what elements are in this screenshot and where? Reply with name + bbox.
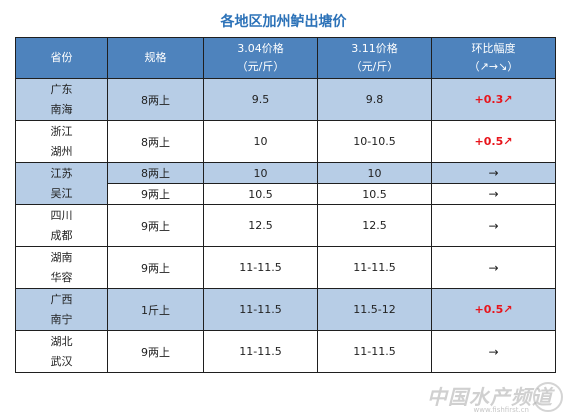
header-price-0311-unit: （元/斤）	[350, 60, 399, 73]
spec-cell: 9两上	[107, 330, 204, 373]
spec-cell: 9两上	[107, 183, 204, 205]
price-0311-cell: 9.8	[317, 78, 432, 121]
change-cell: +0.3↗	[431, 78, 556, 121]
price-0311-cell: 11.5-12	[317, 288, 432, 331]
city: 武汉	[50, 354, 73, 368]
region-cell: 广东 南海	[15, 78, 108, 121]
region-cell: 湖南 华容	[15, 246, 108, 289]
header-price-0304: 3.04价格 （元/斤）	[203, 37, 318, 79]
price-0304-cell: 10.5	[203, 183, 318, 205]
spec-cell: 8两上	[107, 78, 204, 121]
table-row: 9两上 10.5 10.5 →	[16, 183, 556, 205]
spec-cell: 9两上	[107, 204, 204, 247]
province: 湖北	[50, 334, 73, 348]
region-cell: 浙江 湖州	[15, 120, 108, 163]
spec-cell: 8两上	[107, 162, 204, 184]
header-spec: 规格	[107, 37, 204, 79]
province: 江苏	[50, 166, 73, 180]
header-price-0311: 3.11价格 （元/斤）	[317, 37, 432, 79]
spec-cell: 8两上	[107, 120, 204, 163]
region-cell: 四川 成都	[15, 204, 108, 247]
region-cell: 广西 南宁	[15, 288, 108, 331]
change-cell: →	[431, 162, 556, 184]
table-header-row: 省份 规格 3.04价格 （元/斤） 3.11价格 （元/斤） 环比幅度 （↗→…	[15, 37, 556, 79]
province: 四川	[50, 208, 73, 222]
price-0311-cell: 11-11.5	[317, 330, 432, 373]
change-cell: →	[431, 246, 556, 289]
province: 浙江	[50, 124, 73, 138]
watermark-url: www.fishfirst.cn	[473, 406, 529, 414]
header-price-0304-line1: 3.04价格	[237, 42, 284, 55]
price-0311-cell: 10	[317, 162, 432, 184]
city: 南海	[50, 102, 73, 116]
city: 南宁	[50, 312, 73, 326]
province: 湖南	[50, 250, 73, 264]
price-0311-cell: 11-11.5	[317, 246, 432, 289]
change-cell: +0.5↗	[431, 120, 556, 163]
price-0311-cell: 10-10.5	[317, 120, 432, 163]
price-0304-cell: 9.5	[203, 78, 318, 121]
header-price-0304-unit: （元/斤）	[236, 60, 285, 73]
city: 湖州	[50, 144, 73, 158]
header-change-line1: 环比幅度	[471, 42, 516, 55]
table-row: 浙江湖州 8两上 10 10-10.5 +0.5↗	[15, 120, 556, 163]
province: 广东	[50, 82, 73, 96]
province: 广西	[50, 292, 73, 306]
watermark-logo: 中国水产频道	[427, 385, 553, 409]
change-cell: →	[431, 183, 556, 205]
table-title: 各地区加州鲈出塘价	[220, 14, 347, 30]
price-0304-cell: 11-11.5	[203, 330, 318, 373]
price-0311-cell: 12.5	[317, 204, 432, 247]
header-region: 省份	[15, 37, 108, 79]
change-cell: →	[431, 204, 556, 247]
header-price-0311-line1: 3.11价格	[351, 42, 398, 55]
spec-cell: 1斤上	[107, 288, 204, 331]
price-0304-cell: 11-11.5	[203, 246, 318, 289]
table-row: 江苏吴江 8两上 10 10 →	[15, 162, 556, 205]
table-row: 广西南宁 1斤上 11-11.5 11.5-12 +0.5↗	[15, 288, 556, 331]
price-0304-cell: 10	[203, 162, 318, 184]
table-row: 四川成都 9两上 12.5 12.5 →	[15, 204, 556, 247]
change-cell: +0.5↗	[431, 288, 556, 331]
city: 成都	[50, 228, 73, 242]
price-0304-cell: 12.5	[203, 204, 318, 247]
price-0311-cell: 10.5	[317, 183, 432, 205]
globe-icon	[533, 382, 563, 412]
region-cell: 湖北 武汉	[15, 330, 108, 373]
price-table: 省份 规格 3.04价格 （元/斤） 3.11价格 （元/斤） 环比幅度 （↗→…	[15, 37, 556, 373]
price-0304-cell: 10	[203, 120, 318, 163]
header-change-legend: （↗→↘）	[468, 60, 519, 73]
table-row: 湖南华容 9两上 11-11.5 11-11.5 →	[15, 246, 556, 289]
change-cell: →	[431, 330, 556, 373]
header-change: 环比幅度 （↗→↘）	[431, 37, 556, 79]
region-cell: 江苏 吴江	[15, 162, 108, 205]
table-row: 广东南海 8两上 9.5 9.8 +0.3↗	[15, 78, 556, 121]
spec-cell: 9两上	[107, 246, 204, 289]
city: 吴江	[50, 186, 73, 200]
table-row: 湖北武汉 9两上 11-11.5 11-11.5 →	[15, 330, 556, 373]
price-0304-cell: 11-11.5	[203, 288, 318, 331]
city: 华容	[50, 270, 73, 284]
